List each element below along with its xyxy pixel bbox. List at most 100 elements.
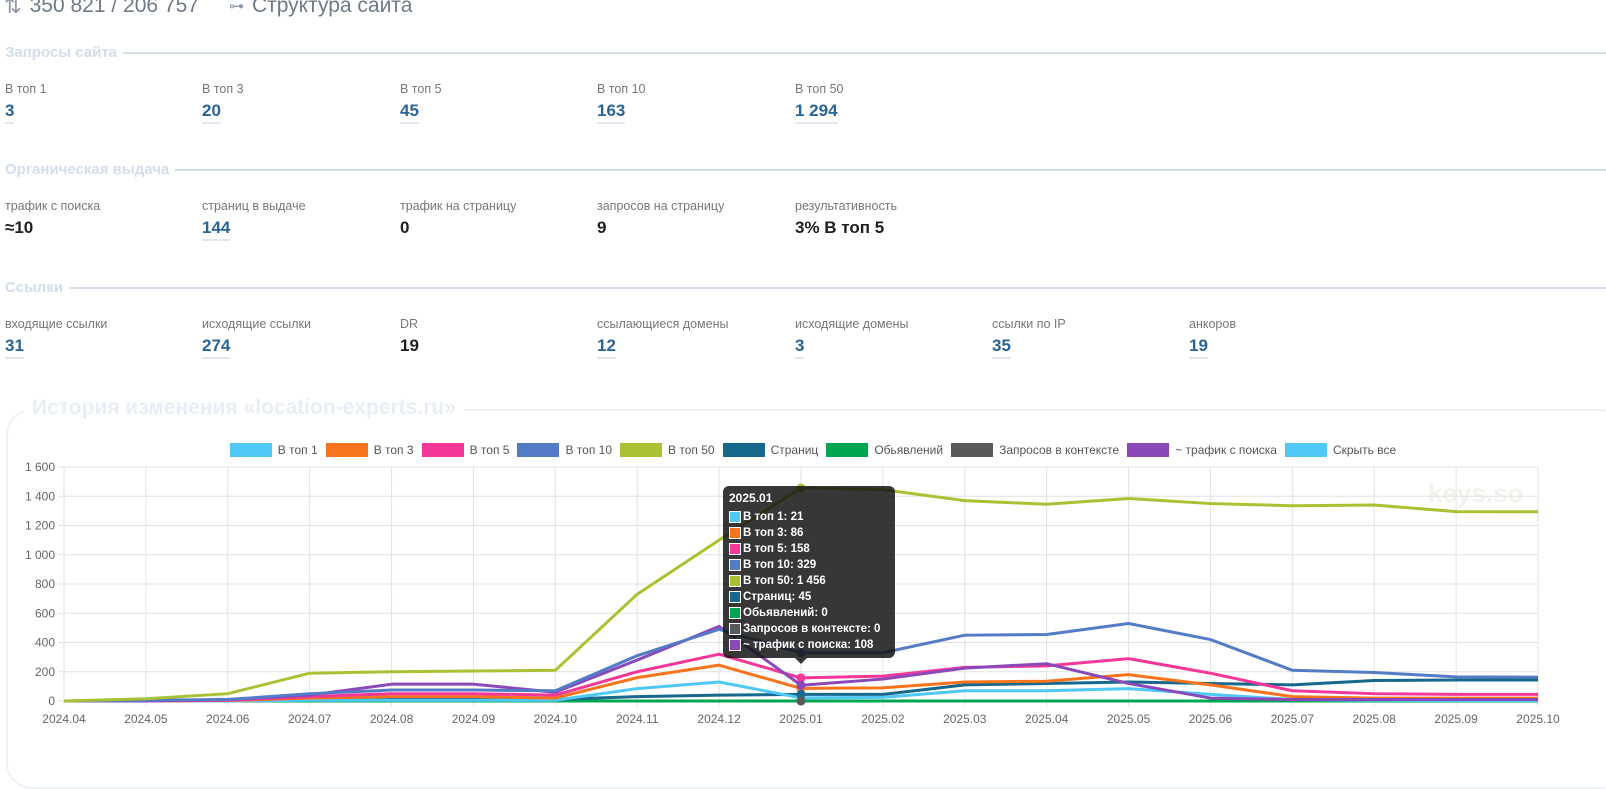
y-tick-label: 1 400 xyxy=(25,489,55,503)
tooltip-text: Запросов в контексте: 0 xyxy=(743,623,881,635)
site-structure-link[interactable]: ⊶ Структура сайта xyxy=(229,0,412,18)
stat-label: входящие ссылки xyxy=(5,317,108,331)
stat-value[interactable]: 20 xyxy=(202,101,221,124)
legend-swatch xyxy=(325,443,368,457)
legend-swatch xyxy=(620,443,663,457)
legend-item[interactable]: ~ трафик с поиска xyxy=(1127,443,1277,457)
legend-item[interactable]: Страниц xyxy=(722,443,819,457)
legend-swatch xyxy=(722,443,765,457)
stat-value[interactable]: 3 xyxy=(795,336,805,359)
tooltip-text: Обьявлений: 0 xyxy=(743,607,828,619)
tooltip-row: В топ 5: 158 xyxy=(729,541,889,557)
legend-label: В топ 1 xyxy=(277,443,318,457)
tooltip-swatch xyxy=(729,575,741,587)
stat-value[interactable]: 274 xyxy=(202,336,231,359)
stat-anchors: анкоров 19 xyxy=(1189,317,1379,359)
stat-value[interactable]: 19 xyxy=(1189,336,1208,359)
legend-item[interactable]: В топ 50 xyxy=(620,443,715,457)
divider xyxy=(123,51,1606,54)
x-tick-label: 2024.05 xyxy=(124,712,168,726)
legend-item[interactable]: В топ 5 xyxy=(421,443,509,457)
stat-value: 3% В топ 5 xyxy=(795,218,885,237)
queries-counter[interactable]: ⇅ 350 821 / 206 757 xyxy=(4,0,199,19)
chart-legend: В топ 1 В топ 3 В топ 5 В топ 10 В топ 50 Стр… xyxy=(0,443,1606,457)
tooltip-arrow xyxy=(795,658,807,664)
x-tick-label: 2025.02 xyxy=(861,712,905,726)
x-tick-label: 2025.10 xyxy=(1516,712,1560,726)
stat-label: В топ 50 xyxy=(795,82,844,96)
tooltip-swatch xyxy=(729,559,741,571)
stat-pages-in-serp: страниц в выдаче 144 xyxy=(202,199,392,241)
legend-item[interactable]: В топ 1 xyxy=(229,443,318,457)
legend-item[interactable]: Запросов в контексте xyxy=(951,443,1119,457)
stat-search-traffic: трафик с поиска ≈10 xyxy=(5,199,195,239)
tooltip-text: В топ 3: 86 xyxy=(743,527,804,539)
stat-value[interactable]: 3 xyxy=(5,101,15,124)
legend-item[interactable]: Обьявлений xyxy=(826,443,943,457)
legend-label: Страниц xyxy=(770,443,819,457)
section-title-queries: Запросы сайта xyxy=(5,44,1606,61)
stat-value[interactable]: 31 xyxy=(5,336,24,359)
stat-value[interactable]: 1 294 xyxy=(795,101,838,124)
stat-incoming-links: входящие ссылки 31 xyxy=(5,317,195,359)
legend-swatch xyxy=(229,443,272,457)
x-tick-label: 2025.06 xyxy=(1189,712,1233,726)
tooltip-row: ~ трафик с поиска: 108 xyxy=(729,637,889,653)
legend-item[interactable]: В топ 3 xyxy=(325,443,414,457)
keys-so-watermark: keys.so xyxy=(1428,478,1524,508)
tooltip-text: В топ 5: 158 xyxy=(743,543,810,555)
y-tick-label: 600 xyxy=(35,606,55,620)
stat-queries-per-page: запросов на страницу 9 xyxy=(597,199,787,239)
links-stats: входящие ссылки 31 исходящие ссылки 274 … xyxy=(5,317,1606,367)
stat-label: В топ 5 xyxy=(400,82,442,96)
stat-value[interactable]: 12 xyxy=(597,336,616,359)
x-tick-label: 2025.08 xyxy=(1353,712,1397,726)
stat-outgoing-links: исходящие ссылки 274 xyxy=(202,317,392,359)
legend-swatch xyxy=(1127,443,1170,457)
tooltip-row: Страниц: 45 xyxy=(729,589,889,605)
tooltip-swatch xyxy=(729,591,741,603)
tooltip-row: В топ 10: 329 xyxy=(729,557,889,573)
tooltip-title: 2025.01 xyxy=(729,491,773,505)
stat-links-by-ip: ссылки по IP 35 xyxy=(992,317,1182,359)
x-tick-label: 2024.04 xyxy=(42,712,86,726)
tooltip-row: В топ 3: 86 xyxy=(729,525,889,541)
stat-value[interactable]: 45 xyxy=(400,101,419,124)
stat-value[interactable]: 35 xyxy=(992,336,1011,359)
stat-value[interactable]: 144 xyxy=(202,218,231,241)
legend-swatch xyxy=(517,443,560,457)
legend-item[interactable]: В топ 10 xyxy=(517,443,612,457)
stat-label: В топ 3 xyxy=(202,82,244,96)
history-title: История изменения «location-experts.ru» xyxy=(24,396,464,420)
stat-referring-domains: ссылающиеся домены 12 xyxy=(597,317,787,359)
x-tick-label: 2024.06 xyxy=(206,712,250,726)
legend-swatch xyxy=(1284,443,1327,457)
legend-hide-all[interactable]: Скрыть все xyxy=(1284,443,1396,457)
stat-label: исходящие домены xyxy=(795,317,909,331)
stat-top5: В топ 5 45 xyxy=(400,82,590,124)
queries-stats: В топ 1 3 В топ 3 20 В топ 5 45 В топ 10… xyxy=(5,82,1606,132)
x-tick-label: 2025.05 xyxy=(1107,712,1151,726)
x-tick-label: 2025.09 xyxy=(1434,712,1478,726)
stat-value[interactable]: 163 xyxy=(597,101,626,124)
stat-outgoing-domains: исходящие домены 3 xyxy=(795,317,985,359)
legend-label: В топ 3 xyxy=(373,443,414,457)
stat-label: ссылающиеся домены xyxy=(597,317,729,331)
y-tick-label: 1 000 xyxy=(25,548,55,562)
tooltip-row: Обьявлений: 0 xyxy=(729,605,889,621)
x-tick-label: 2025.01 xyxy=(779,712,823,726)
tooltip-swatch xyxy=(729,511,741,523)
stat-label: страниц в выдаче xyxy=(202,199,306,213)
x-tick-label: 2024.11 xyxy=(616,712,659,726)
stat-value: 9 xyxy=(597,218,607,237)
tooltip-row: В топ 1: 21 xyxy=(729,509,889,525)
stat-label: В топ 10 xyxy=(597,82,646,96)
tooltip-text: В топ 50: 1 456 xyxy=(743,575,826,587)
stat-label: исходящие ссылки xyxy=(202,317,312,331)
tooltip-row: Запросов в контексте: 0 xyxy=(729,621,889,637)
tooltip-text: В топ 10: 329 xyxy=(743,559,817,571)
legend-label: Запросов в контексте xyxy=(999,443,1120,457)
data-point-marker xyxy=(796,696,806,706)
sitemap-icon: ⊶ xyxy=(228,0,244,15)
stat-value: ≈10 xyxy=(5,218,34,237)
